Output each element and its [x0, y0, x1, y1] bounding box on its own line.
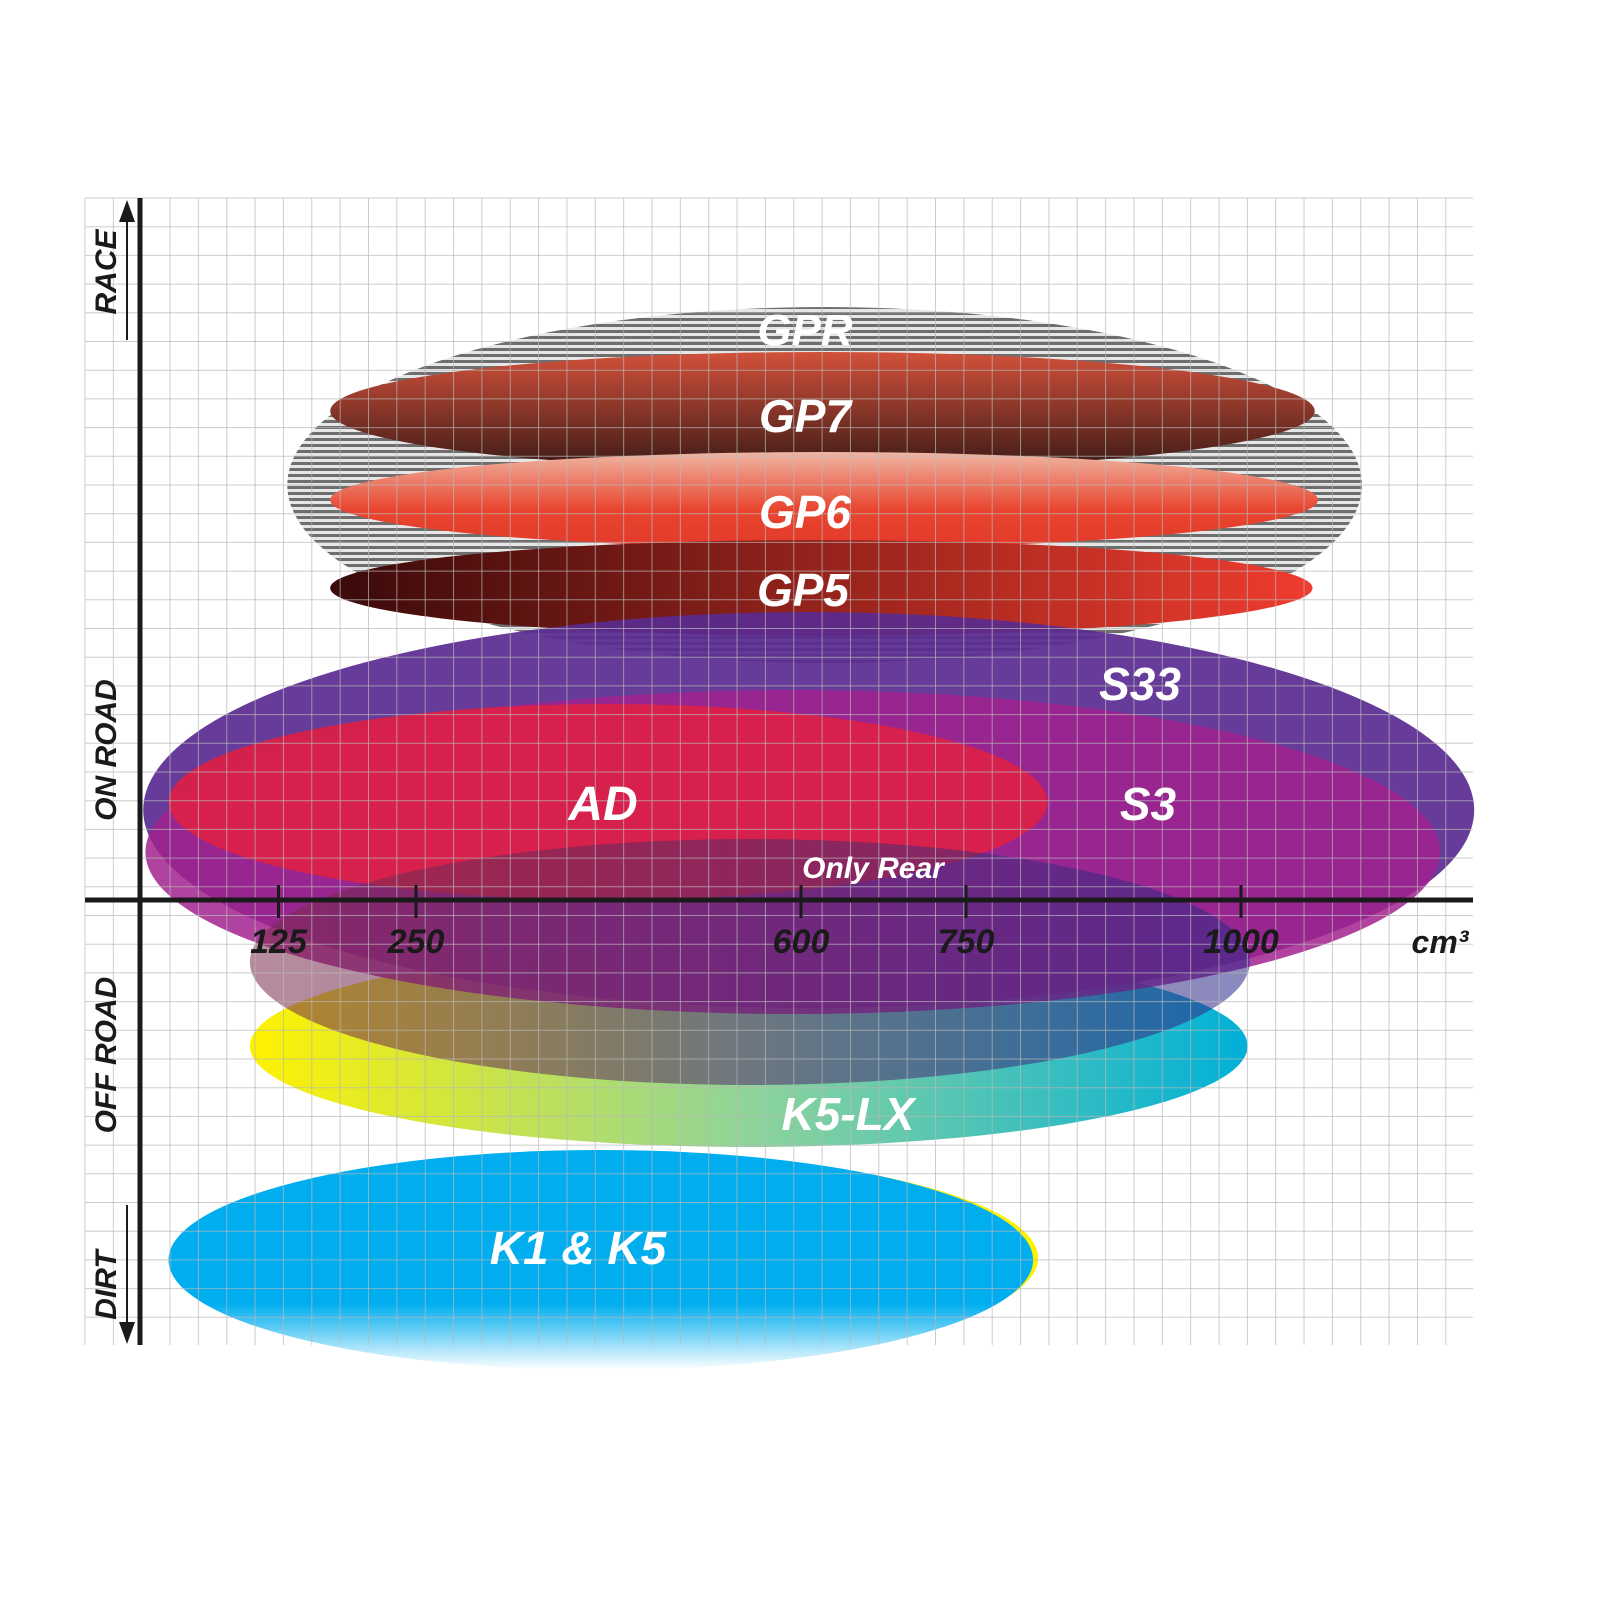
label-ad: AD	[567, 778, 637, 831]
x-ticks: 125 250 600 750 1000	[250, 885, 1279, 961]
x-tick-label: 600	[773, 923, 830, 961]
race-arrow	[119, 200, 135, 340]
label-gp7: GP7	[759, 390, 853, 442]
label-s3: S3	[1120, 778, 1177, 830]
ellipse-only-rear	[249, 839, 1250, 1085]
product-labels: GPR GP7 GP6 GP5 S33 S3 AD Only Rear K5-LX K1 & K5	[490, 306, 1182, 1274]
ellipse-gp5	[330, 540, 1313, 636]
label-s33: S33	[1099, 658, 1181, 710]
dirt-arrow	[119, 1205, 135, 1344]
x-tick-label: 750	[938, 923, 995, 961]
y-label-on-road: ON ROAD	[90, 679, 123, 821]
label-gpr: GPR	[757, 306, 853, 355]
x-tick-label: 125	[250, 923, 308, 961]
y-label-race: RACE	[90, 229, 123, 315]
label-gp5: GP5	[757, 564, 850, 616]
product-ellipses	[143, 307, 1475, 1370]
x-axis-unit: cm³	[1412, 924, 1470, 960]
x-tick-label: 250	[387, 923, 445, 961]
label-only-rear: Only Rear	[802, 852, 946, 885]
label-gp6: GP6	[759, 486, 851, 538]
ellipse-gp6	[330, 452, 1319, 548]
y-label-dirt: DIRT	[90, 1248, 123, 1320]
x-tick-label: 1000	[1203, 923, 1279, 961]
grid	[84, 197, 1473, 1345]
y-label-off-road: OFF ROAD	[90, 977, 123, 1134]
label-k1-k5: K1 & K5	[490, 1222, 668, 1274]
label-k5-lx: K5-LX	[782, 1088, 917, 1140]
